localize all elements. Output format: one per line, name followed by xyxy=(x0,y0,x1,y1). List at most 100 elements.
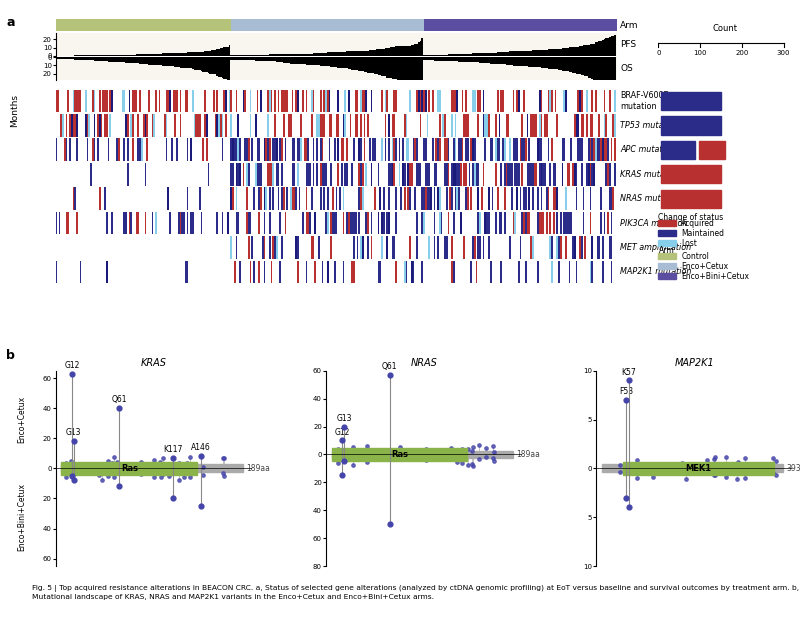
Bar xyxy=(407,57,409,82)
Bar xyxy=(435,138,437,161)
Bar xyxy=(150,57,151,65)
Bar xyxy=(513,212,514,235)
Bar xyxy=(590,44,591,56)
Point xyxy=(93,470,106,481)
Bar xyxy=(358,51,360,56)
Bar xyxy=(267,89,269,113)
Bar xyxy=(132,138,134,161)
Bar xyxy=(348,212,350,235)
Bar xyxy=(581,138,582,161)
Bar xyxy=(607,57,609,82)
Bar xyxy=(470,53,472,56)
Bar xyxy=(478,163,479,186)
Bar xyxy=(286,57,288,64)
Point xyxy=(676,466,689,476)
Bar xyxy=(553,49,554,56)
Bar xyxy=(323,114,325,136)
Bar xyxy=(134,57,136,63)
Bar xyxy=(444,55,446,56)
Bar xyxy=(157,53,158,56)
Bar xyxy=(379,260,381,283)
Bar xyxy=(136,54,138,56)
Bar xyxy=(225,114,227,136)
Bar xyxy=(395,138,397,161)
Bar xyxy=(58,212,60,235)
Bar xyxy=(139,54,141,56)
Bar xyxy=(434,55,435,56)
Bar xyxy=(497,89,498,113)
Bar xyxy=(320,163,322,186)
Bar xyxy=(572,163,574,186)
Bar xyxy=(190,57,192,68)
Bar xyxy=(582,187,584,210)
Bar xyxy=(129,57,130,63)
Bar xyxy=(519,236,522,259)
Bar xyxy=(453,89,454,113)
Bar xyxy=(183,212,185,235)
Bar xyxy=(60,114,62,136)
Bar xyxy=(383,187,385,210)
Bar xyxy=(73,187,74,210)
Bar xyxy=(73,89,74,113)
Bar xyxy=(222,212,223,235)
Bar xyxy=(488,212,490,235)
Point xyxy=(466,459,478,469)
Bar xyxy=(313,89,314,113)
Bar xyxy=(246,138,248,161)
Point xyxy=(67,476,80,486)
Bar xyxy=(344,52,346,56)
Bar xyxy=(130,55,132,56)
Bar xyxy=(158,53,160,56)
Bar xyxy=(567,48,569,56)
Bar xyxy=(346,138,348,161)
Bar xyxy=(183,57,185,68)
Bar xyxy=(406,57,407,82)
Bar xyxy=(462,89,463,113)
Bar xyxy=(372,57,374,74)
Bar xyxy=(169,89,170,113)
Bar xyxy=(192,57,194,69)
Bar xyxy=(123,55,126,56)
Bar xyxy=(426,57,429,60)
Bar xyxy=(519,187,522,210)
Bar xyxy=(363,89,366,113)
Bar xyxy=(69,138,71,161)
Point xyxy=(59,472,72,482)
Bar xyxy=(363,114,366,136)
Bar xyxy=(132,55,134,56)
Bar xyxy=(418,42,420,56)
Bar xyxy=(246,55,248,56)
Bar xyxy=(550,236,551,259)
Point xyxy=(419,455,432,465)
Bar xyxy=(442,57,444,61)
Bar xyxy=(230,57,232,60)
Bar xyxy=(554,57,556,69)
Bar xyxy=(467,138,469,161)
Bar xyxy=(479,53,481,56)
Bar xyxy=(569,163,570,186)
Bar xyxy=(441,55,442,56)
Bar xyxy=(132,89,134,113)
Bar xyxy=(104,114,106,136)
Bar xyxy=(458,163,460,186)
Bar xyxy=(546,212,547,235)
Bar xyxy=(223,47,225,56)
Bar xyxy=(236,212,238,235)
Point xyxy=(67,437,80,447)
Bar xyxy=(425,89,426,113)
Bar xyxy=(274,54,276,56)
Bar xyxy=(383,57,385,76)
Bar xyxy=(398,57,400,82)
Bar xyxy=(423,89,425,113)
Bar xyxy=(378,57,379,75)
Bar xyxy=(498,138,500,161)
Bar xyxy=(104,89,106,113)
Bar xyxy=(385,89,386,113)
Bar xyxy=(62,462,198,476)
Bar xyxy=(388,212,390,235)
Bar xyxy=(551,260,553,283)
Bar xyxy=(470,138,472,161)
Bar xyxy=(513,57,514,65)
Bar xyxy=(174,89,176,113)
Bar xyxy=(283,187,285,210)
